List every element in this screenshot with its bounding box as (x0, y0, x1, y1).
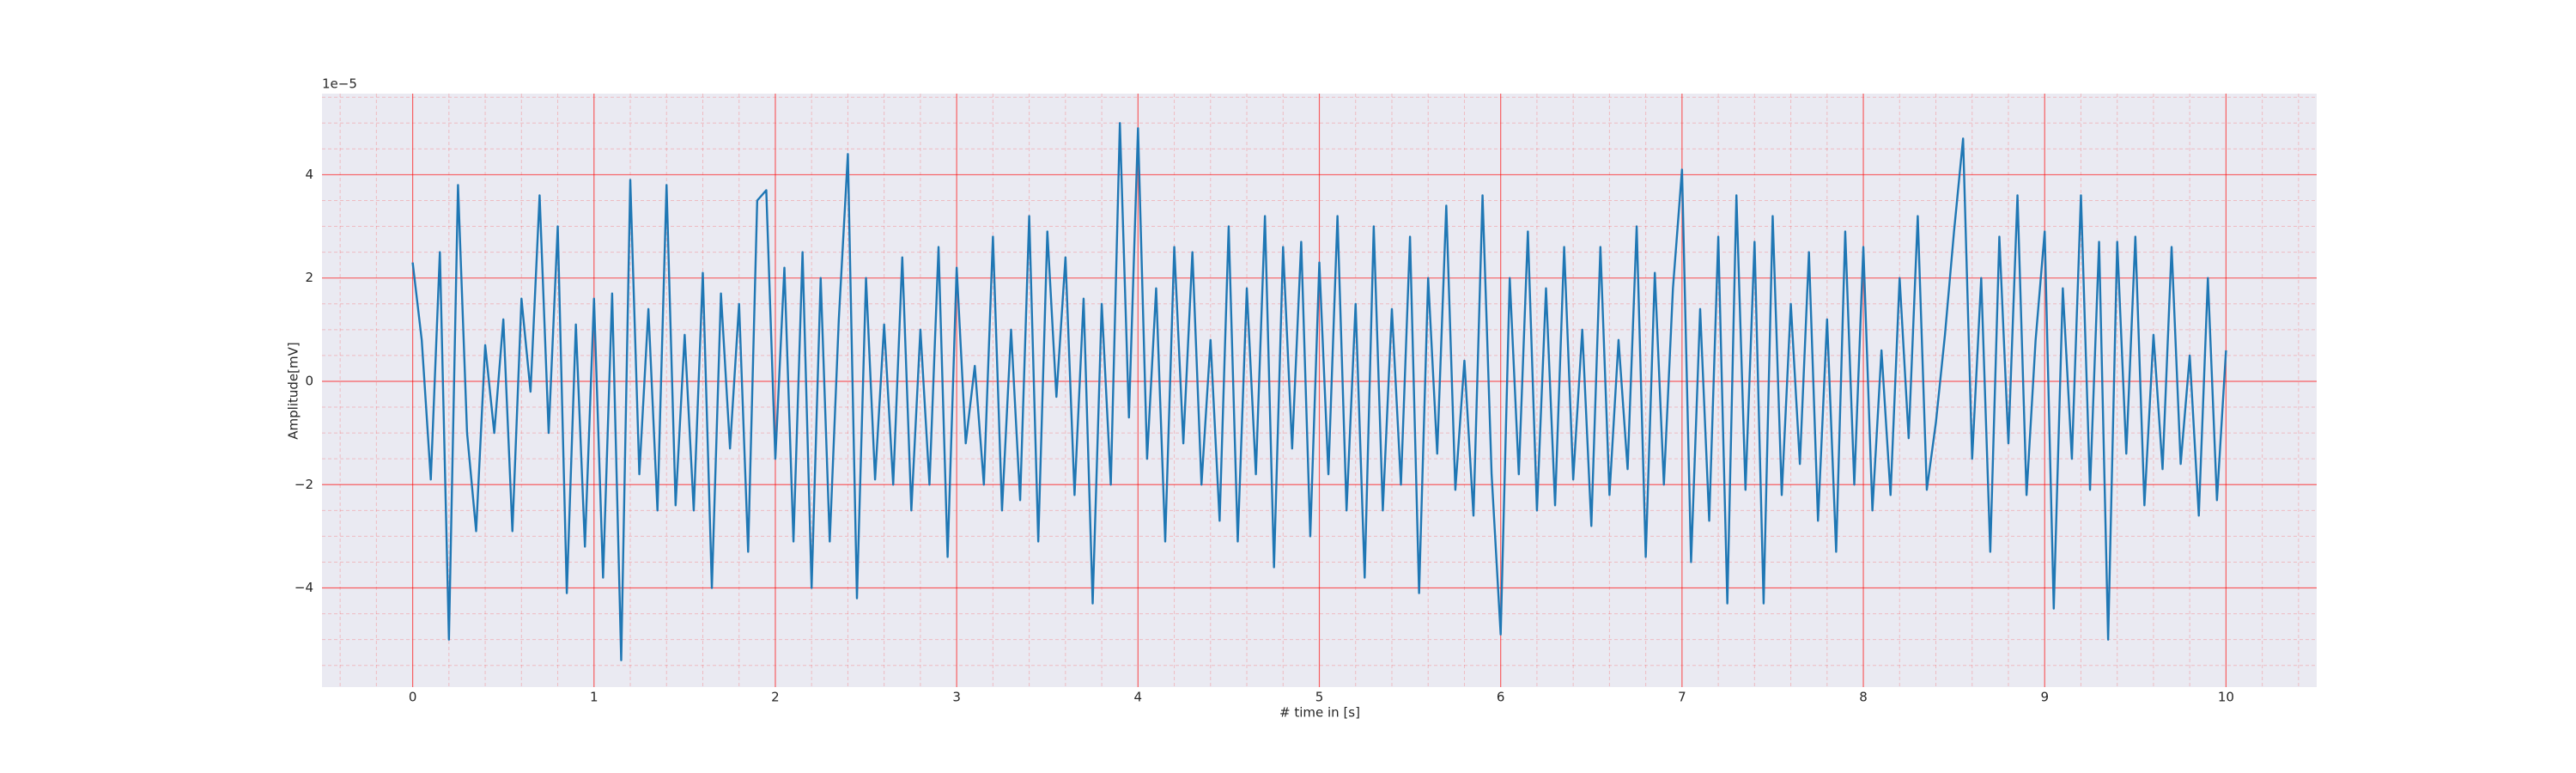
y-tick-label: 4 (305, 167, 313, 182)
y-tick-label: 2 (305, 270, 313, 285)
x-tick-label: 4 (1134, 690, 1143, 705)
x-tick-label: 6 (1497, 690, 1505, 705)
x-tick-label: 8 (1859, 690, 1868, 705)
line (411, 122, 2227, 661)
y-tick-label: −4 (295, 580, 313, 595)
x-tick-label: 0 (409, 690, 417, 705)
grid (322, 94, 2317, 687)
x-tick-label: 2 (771, 690, 780, 705)
x-tick-label: 5 (1315, 690, 1324, 705)
y-tick-label: −2 (295, 477, 313, 492)
x-tick-label: 7 (1678, 690, 1686, 705)
y-tick-label: 0 (305, 373, 313, 388)
y-axis-label: Amplitude[mV] (286, 342, 301, 439)
x-tick-label: 9 (2040, 690, 2049, 705)
x-tick-label: 10 (2218, 690, 2234, 705)
x-tick-label: 1 (590, 690, 598, 705)
x-axis-label: # time in [s] (1279, 705, 1360, 721)
y-offset-label: 1e−5 (322, 76, 357, 92)
x-tick-label: 3 (952, 690, 961, 705)
marks (411, 122, 2227, 661)
